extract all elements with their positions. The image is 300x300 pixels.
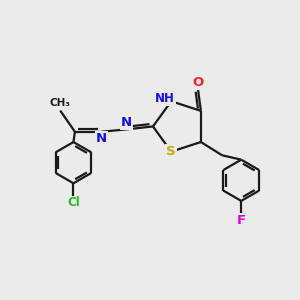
Text: N: N [121, 116, 132, 129]
Text: CH₃: CH₃ [50, 98, 71, 108]
Text: NH: NH [155, 92, 175, 105]
Text: F: F [237, 214, 246, 227]
Text: S: S [167, 145, 176, 158]
Text: O: O [192, 76, 204, 89]
Text: N: N [96, 132, 107, 145]
Text: Cl: Cl [67, 196, 80, 209]
